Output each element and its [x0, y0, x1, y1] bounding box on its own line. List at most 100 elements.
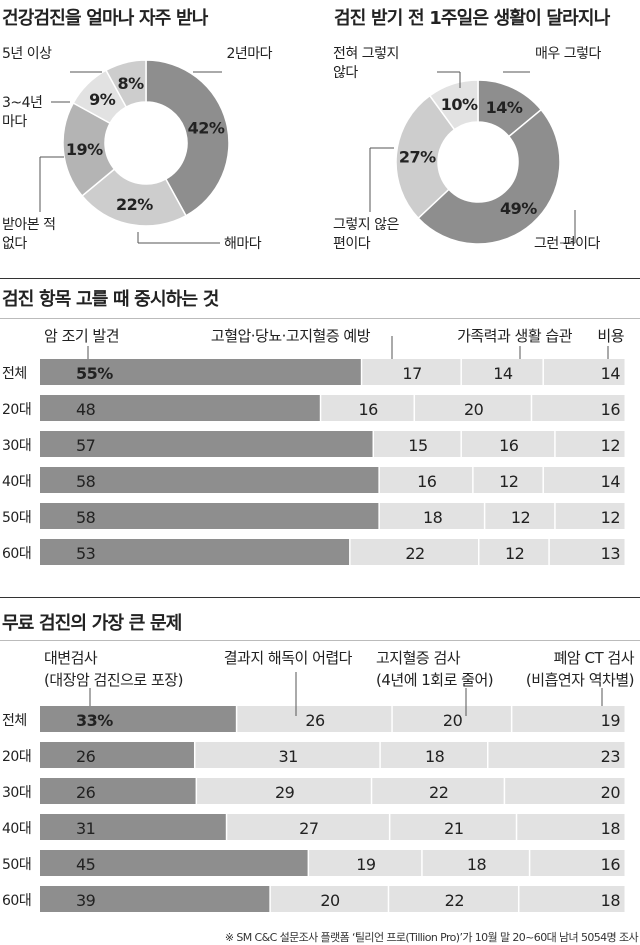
bar-segment	[372, 778, 504, 804]
bar-segment	[530, 850, 625, 876]
pie-value-label: 10%	[441, 95, 478, 114]
bar-value-label: 18	[423, 508, 443, 527]
bar-segment	[195, 742, 380, 768]
divider	[0, 318, 640, 319]
row-label: 30대	[2, 438, 31, 454]
bar-segment	[461, 359, 543, 385]
bar-segment	[532, 395, 625, 421]
bar-segment	[227, 814, 389, 840]
series-legend-label: 암 조기 발견	[44, 327, 119, 345]
bar-value-label: 12	[601, 508, 620, 527]
pie-slice	[104, 59, 147, 109]
bar-segment	[40, 359, 361, 385]
pie-value-label: 19%	[66, 140, 103, 159]
bar-segment	[555, 503, 625, 529]
pie-category-label: 전혀 그렇지	[333, 46, 399, 62]
bar-segment	[389, 886, 518, 912]
row-label: 20대	[2, 402, 31, 418]
bar-segment	[505, 778, 625, 804]
pie-category-label: 2년마다	[226, 46, 272, 62]
frequency-chart-title: 건강검진을 얼마나 자주 받나	[2, 8, 208, 29]
series-legend-label: 고지혈증 검사	[376, 649, 461, 667]
bar-segment	[485, 503, 555, 529]
bar-value-label: 29	[275, 783, 295, 802]
pie-category-label: 3~4년	[2, 95, 42, 111]
bar-segment	[362, 359, 461, 385]
bar-segment	[40, 814, 226, 840]
bar-value-label: 13	[601, 544, 620, 563]
series-legend-label: 고혈압·당뇨·고지혈증 예방	[211, 327, 371, 345]
row-label: 40대	[2, 474, 31, 490]
bar-segment	[40, 742, 194, 768]
bar-value-label: 18	[601, 891, 621, 910]
divider	[0, 640, 640, 641]
bar-segment	[415, 395, 531, 421]
bar-value-label: 57	[76, 436, 95, 455]
bar-segment	[309, 850, 422, 876]
bar-value-label: 53	[76, 544, 95, 563]
pie-slice	[145, 59, 230, 217]
bar-value-label: 22	[429, 783, 448, 802]
bar-segment	[321, 395, 414, 421]
bar-value-label: 15	[408, 436, 427, 455]
pie-category-label: 받아본 적	[2, 217, 55, 233]
bar-value-label: 19	[601, 711, 621, 730]
bar-segment	[390, 814, 516, 840]
bar-segment	[40, 467, 379, 493]
bar-segment	[237, 706, 392, 732]
series-legend-label: (대장암 검진으로 포장)	[44, 671, 183, 689]
pie-value-label: 22%	[116, 195, 153, 214]
bar-segment	[488, 742, 625, 768]
bar-value-label: 14	[493, 364, 513, 383]
bar-segment	[473, 467, 543, 493]
divider	[0, 597, 640, 598]
bar-value-label: 21	[444, 819, 463, 838]
bar-segment	[40, 706, 236, 732]
pie-slice	[428, 79, 479, 131]
bar-segment	[479, 539, 549, 565]
pie-category-label: 해마다	[224, 236, 262, 252]
series-legend-label: (비흡연자 역차별)	[526, 671, 634, 689]
bar-value-label: 18	[467, 855, 487, 874]
series-legend-label: 대변검사	[44, 649, 98, 667]
bar-value-label: 20	[464, 400, 484, 419]
bar-value-label: 39	[76, 891, 96, 910]
bar-segment	[40, 886, 270, 912]
bar-value-label: 16	[499, 436, 519, 455]
row-label: 20대	[2, 749, 31, 765]
row-label: 30대	[2, 785, 31, 801]
footnote: ※ SM C&C 설문조사 플랫폼 ‘틸리언 프로(Tillion Pro)’가…	[224, 931, 639, 944]
bar-value-label: 16	[417, 472, 437, 491]
bar-value-label: 48	[76, 400, 96, 419]
bar-value-label: 18	[601, 819, 621, 838]
bar-value-label: 27	[299, 819, 318, 838]
series-legend-label: 결과지 해독이 어렵다	[224, 649, 353, 667]
pie-category-label: 그런 편이다	[534, 236, 600, 252]
row-label: 50대	[2, 857, 31, 873]
bar-value-label: 17	[402, 364, 421, 383]
pie-slice	[395, 94, 456, 220]
bar-value-label: 20	[320, 891, 340, 910]
bar-value-label: 26	[76, 747, 96, 766]
lifestyle-chart-title: 검진 받기 전 1주일은 생활이 달라지나	[334, 8, 610, 29]
pie-category-label: 5년 이상	[2, 46, 52, 62]
bar-value-label: 16	[358, 400, 378, 419]
bar-value-label: 14	[601, 472, 621, 491]
bar-segment	[197, 778, 371, 804]
bar-segment	[555, 431, 625, 457]
pie-value-label: 27%	[399, 147, 436, 166]
bar-value-label: 12	[601, 436, 620, 455]
bar-segment	[270, 886, 388, 912]
pie-value-label: 9%	[89, 90, 116, 109]
bar-value-label: 55%	[76, 364, 113, 383]
bar-value-label: 23	[601, 747, 620, 766]
bar-value-label: 19	[356, 855, 376, 874]
bar-segment	[40, 539, 350, 565]
bar-segment	[40, 778, 196, 804]
pie-value-label: 8%	[117, 74, 144, 93]
pie-value-label: 14%	[486, 98, 523, 117]
bar-segment	[422, 850, 529, 876]
bar-value-label: 31	[76, 819, 95, 838]
bar-value-label: 14	[601, 364, 621, 383]
bar-segment	[40, 503, 379, 529]
